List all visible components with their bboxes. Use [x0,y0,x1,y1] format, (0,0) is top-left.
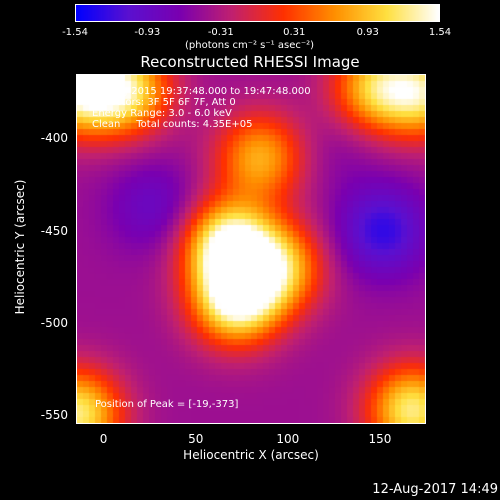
colorbar-tick-label: 0.93 [356,27,379,38]
annotation-detectors: Detectors: 3F 5F 6F 7F, Att 0 [92,97,236,108]
chart-title: Reconstructed RHESSI Image [140,53,360,71]
colorbar-tick-label: 0.31 [283,27,306,38]
x-tick-label: 50 [188,432,204,446]
colorbar [75,4,440,22]
colorbar-tick-label: 1.54 [428,27,452,38]
annotation-time: 23-Aug-2015 19:37:48.000 to 19:47:48.000 [92,86,311,97]
footer-timestamp: 12-Aug-2017 14:49 [372,482,498,497]
annotation-clean: Clean Total counts: 4.35E+05 [92,119,253,130]
y-tick-label: -450 [40,223,68,238]
y-axis-label: Heliocentric Y (arcsec) [13,179,27,315]
colorbar-tick-label: -0.93 [134,27,161,38]
y-tick-label: -500 [40,315,68,330]
x-axis-label: Heliocentric X (arcsec) [183,448,319,462]
x-tick-label: 0 [99,432,108,446]
colorbar-label: (photons cm⁻² s⁻¹ asec⁻²) [185,40,315,51]
y-tick-label: -400 [40,131,68,146]
x-tick-label: 150 [368,432,392,446]
colorbar-tick-label: -0.31 [207,27,234,38]
colorbar-tick-label: -1.54 [62,27,88,38]
y-tick-label: -550 [40,407,68,422]
plot-area: 23-Aug-2015 19:37:48.000 to 19:47:48.000… [76,74,426,424]
annotation-peak: Position of Peak = [-19,-373] [95,399,239,410]
annotation-energy: Energy Range: 3.0 - 6.0 keV [92,108,232,119]
heatmap [77,75,425,423]
x-tick-label: 100 [276,432,300,446]
